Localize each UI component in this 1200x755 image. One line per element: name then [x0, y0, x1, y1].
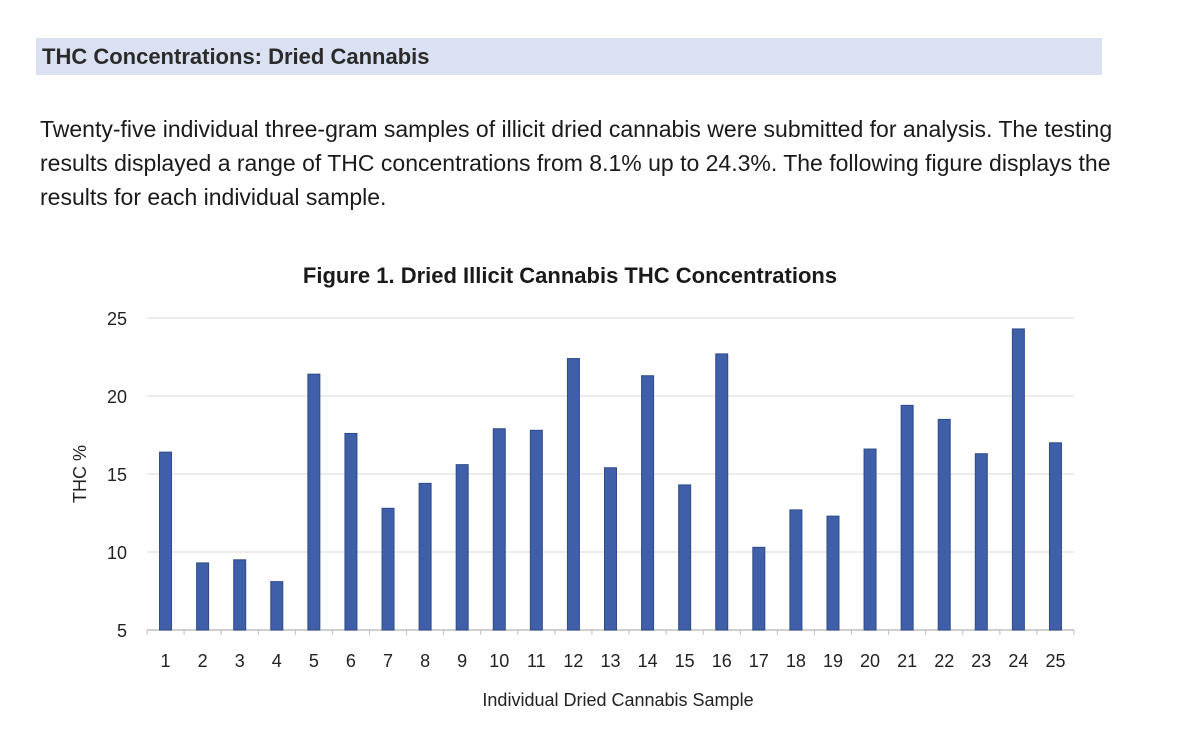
- bar-sample-4: [270, 581, 284, 631]
- x-tick-label: 6: [346, 651, 356, 671]
- x-tick-label: 4: [272, 651, 282, 671]
- bar-sample-5: [307, 373, 321, 631]
- bar-sample-15: [678, 484, 692, 631]
- x-tick-label: 3: [235, 651, 245, 671]
- x-tick-label: 20: [860, 651, 880, 671]
- x-tick-label: 15: [675, 651, 695, 671]
- bars: [159, 328, 1062, 631]
- x-tick-label: 1: [161, 651, 171, 671]
- section-heading: THC Concentrations: Dried Cannabis: [36, 38, 1102, 75]
- y-tick-label: 25: [107, 309, 127, 329]
- x-axis-title: Individual Dried Cannabis Sample: [482, 690, 753, 710]
- bar-sample-20: [863, 448, 877, 631]
- bar-sample-10: [492, 428, 506, 631]
- x-tick-label: 17: [749, 651, 769, 671]
- bar-sample-12: [566, 358, 580, 631]
- bar-sample-24: [1011, 328, 1025, 631]
- intro-paragraph: Twenty-five individual three-gram sample…: [40, 116, 1113, 210]
- bar-sample-2: [196, 562, 210, 631]
- x-tick-label: 25: [1045, 651, 1065, 671]
- x-tick-label: 10: [489, 651, 509, 671]
- x-tick-label: 19: [823, 651, 843, 671]
- x-tick-label: 12: [563, 651, 583, 671]
- y-tick-label: 15: [107, 465, 127, 485]
- x-tick-label: 7: [383, 651, 393, 671]
- bar-sample-19: [826, 515, 840, 631]
- x-tick-label: 11: [527, 651, 546, 671]
- bar-sample-18: [789, 509, 803, 631]
- x-tick-label: 18: [786, 651, 806, 671]
- x-tick-label: 2: [198, 651, 208, 671]
- y-axis-title: THC %: [70, 445, 90, 503]
- bar-sample-9: [455, 464, 469, 631]
- bar-sample-21: [900, 404, 914, 631]
- x-tick-label: 9: [457, 651, 467, 671]
- bar-sample-8: [418, 482, 432, 631]
- bar-sample-25: [1048, 442, 1062, 631]
- y-tick-label: 10: [107, 543, 127, 563]
- bar-sample-11: [529, 429, 543, 631]
- x-tick-label: 14: [638, 651, 658, 671]
- x-tick-label: 16: [712, 651, 732, 671]
- bar-sample-23: [974, 453, 988, 631]
- x-tick-label: 21: [897, 651, 917, 671]
- bar-sample-14: [641, 375, 655, 631]
- x-tick-label: 8: [420, 651, 430, 671]
- bar-sample-3: [233, 559, 247, 631]
- y-tick-label: 5: [117, 621, 127, 641]
- bar-sample-13: [604, 467, 617, 631]
- x-tick-label: 24: [1008, 651, 1028, 671]
- x-tick-label: 13: [600, 651, 620, 671]
- bar-sample-7: [381, 507, 395, 631]
- bar-sample-6: [344, 432, 358, 631]
- y-axis-ticks: 5 10 15 20 25: [107, 309, 127, 641]
- x-tick-label: 22: [934, 651, 954, 671]
- x-axis-ticks: 1 2 3 4 5 6 7 8 9 10 11 12 13 14 15 16 17 18 19 20 21 22 23 24 2…: [161, 651, 1066, 671]
- bar-sample-22: [937, 418, 951, 631]
- bar-sample-16: [715, 353, 729, 631]
- x-tick-label: 23: [971, 651, 991, 671]
- y-tick-label: 20: [107, 387, 127, 407]
- chart-title: Figure 1. Dried Illicit Cannabis THC Con…: [303, 263, 837, 288]
- bar-sample-1: [159, 451, 173, 631]
- x-tick-label: 5: [309, 651, 319, 671]
- bar-sample-17: [752, 546, 766, 631]
